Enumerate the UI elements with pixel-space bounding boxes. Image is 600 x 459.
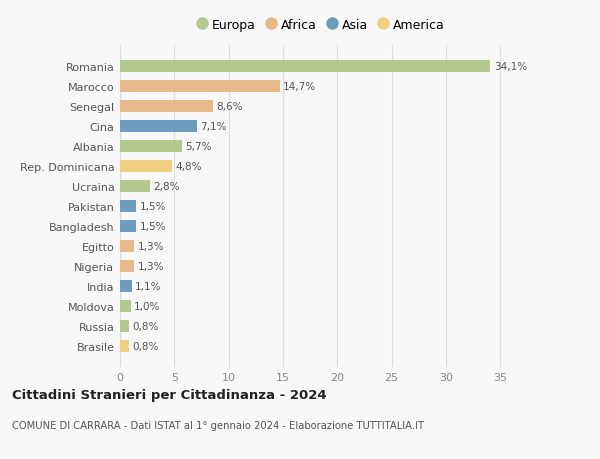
Bar (120, 320, 128, 333)
Bar (120, 280, 132, 293)
Text: 8,6%: 8,6% (217, 101, 243, 112)
Bar (120, 201, 136, 213)
Bar (120, 241, 134, 253)
Bar (120, 260, 134, 273)
Bar (120, 160, 172, 173)
Text: 1,3%: 1,3% (137, 241, 164, 252)
Text: 0,8%: 0,8% (132, 341, 158, 352)
Bar (120, 220, 136, 233)
Text: 0,8%: 0,8% (132, 321, 158, 331)
Text: 14,7%: 14,7% (283, 82, 316, 92)
Bar (120, 101, 214, 113)
Text: 4,8%: 4,8% (175, 162, 202, 172)
Text: 5,7%: 5,7% (185, 142, 212, 151)
Legend: Europa, Africa, Asia, America: Europa, Africa, Asia, America (192, 14, 450, 37)
Bar (120, 180, 151, 193)
Text: 7,1%: 7,1% (200, 122, 227, 132)
Text: COMUNE DI CARRARA - Dati ISTAT al 1° gennaio 2024 - Elaborazione TUTTITALIA.IT: COMUNE DI CARRARA - Dati ISTAT al 1° gen… (12, 420, 424, 430)
Bar (120, 340, 128, 353)
Bar (120, 80, 280, 93)
Text: 1,0%: 1,0% (134, 302, 160, 312)
Text: 1,5%: 1,5% (140, 202, 166, 212)
Text: 1,3%: 1,3% (137, 262, 164, 271)
Bar (120, 61, 490, 73)
Text: 1,1%: 1,1% (135, 281, 162, 291)
Bar (120, 140, 182, 153)
Bar (120, 120, 197, 133)
Text: 1,5%: 1,5% (140, 222, 166, 231)
Bar (120, 300, 131, 313)
Text: 2,8%: 2,8% (154, 182, 180, 191)
Text: Cittadini Stranieri per Cittadinanza - 2024: Cittadini Stranieri per Cittadinanza - 2… (12, 388, 326, 401)
Text: 34,1%: 34,1% (494, 62, 527, 72)
